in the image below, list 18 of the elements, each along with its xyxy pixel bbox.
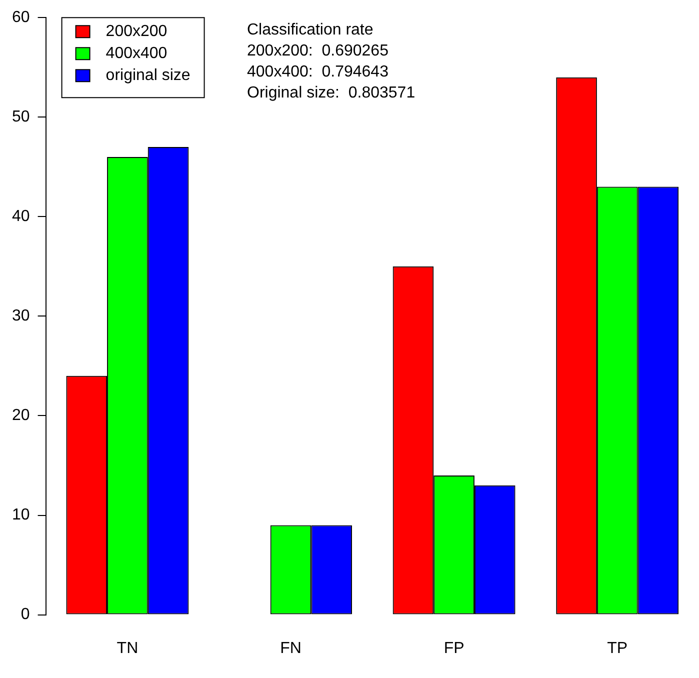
y-tick-label: 40 [12, 208, 30, 226]
x-tick-label: FP [444, 640, 464, 657]
x-tick-label: TN [116, 640, 138, 657]
y-tick-label: 50 [12, 108, 30, 126]
y-tick-label: 0 [20, 606, 30, 624]
y-tick-label: 10 [12, 506, 30, 524]
x-tick-label: FN [280, 640, 302, 657]
annotation: Original size: 0.803571 [247, 84, 416, 102]
legend-label: 200x200 [106, 23, 168, 40]
legend-label: 400x400 [106, 45, 168, 62]
annotation: Classification rate [247, 21, 374, 38]
annotation: 400x400: 0.794643 [247, 63, 389, 80]
y-tick-label: 30 [12, 308, 30, 325]
y-tick-label: 20 [12, 407, 30, 424]
x-tick-label: TP [607, 640, 628, 657]
legend-label: original size [106, 67, 190, 84]
annotation: 200x200: 0.690265 [247, 42, 389, 60]
y-tick-label: 60 [12, 9, 30, 26]
